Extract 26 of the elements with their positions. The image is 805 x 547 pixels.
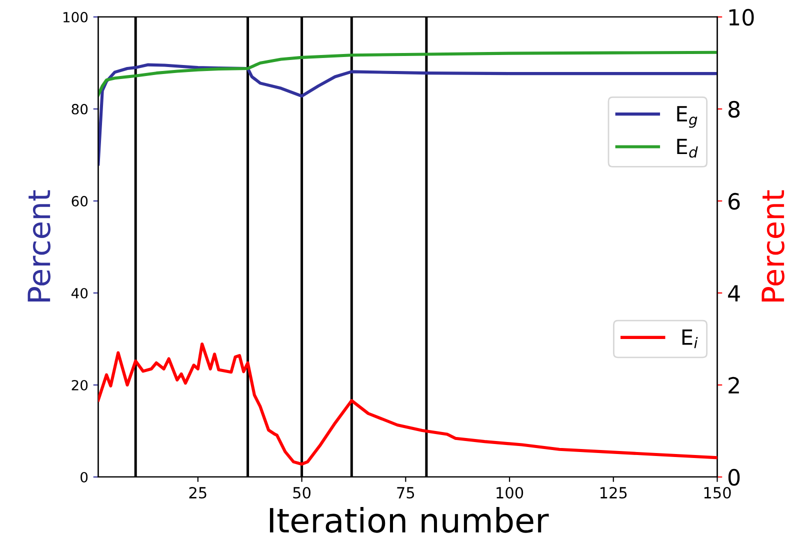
legend-label: E$_{i}$ [682,330,698,348]
y2-axis-title: Percent [762,190,784,302]
x-tick-label: 125 [600,486,627,499]
y2-tick-label: 10 [729,8,754,26]
y-axis-title: Percent [28,190,50,302]
y2-tick-label: 4 [728,285,740,302]
legend-label: E$_{d}$ [677,138,698,158]
x-axis-title: Iteration number [270,507,549,533]
y2-tick-label: 6 [728,192,740,210]
y2-tick-label: 2 [728,376,739,394]
x-tick-label: 100 [496,486,524,499]
y2-tick-label: 8 [728,100,740,118]
x-tick-label: 50 [293,486,310,499]
y-tick-label: 100 [64,12,88,22]
y-tick-label: 40 [71,288,88,298]
x-tick-label: 75 [397,487,414,499]
y-tick-label: 20 [72,380,88,390]
line-series [98,50,718,97]
x-tick-label: 25 [189,486,206,499]
legend-label: E$_{g}$ [677,106,698,128]
y-tick-label: 0 [80,472,88,482]
y-tick-label: 60 [72,196,88,206]
y-tick-label: 80 [72,104,88,114]
x-tick-label: 150 [704,486,731,499]
line-series [98,63,718,166]
y2-tick-label: 0 [728,468,740,486]
